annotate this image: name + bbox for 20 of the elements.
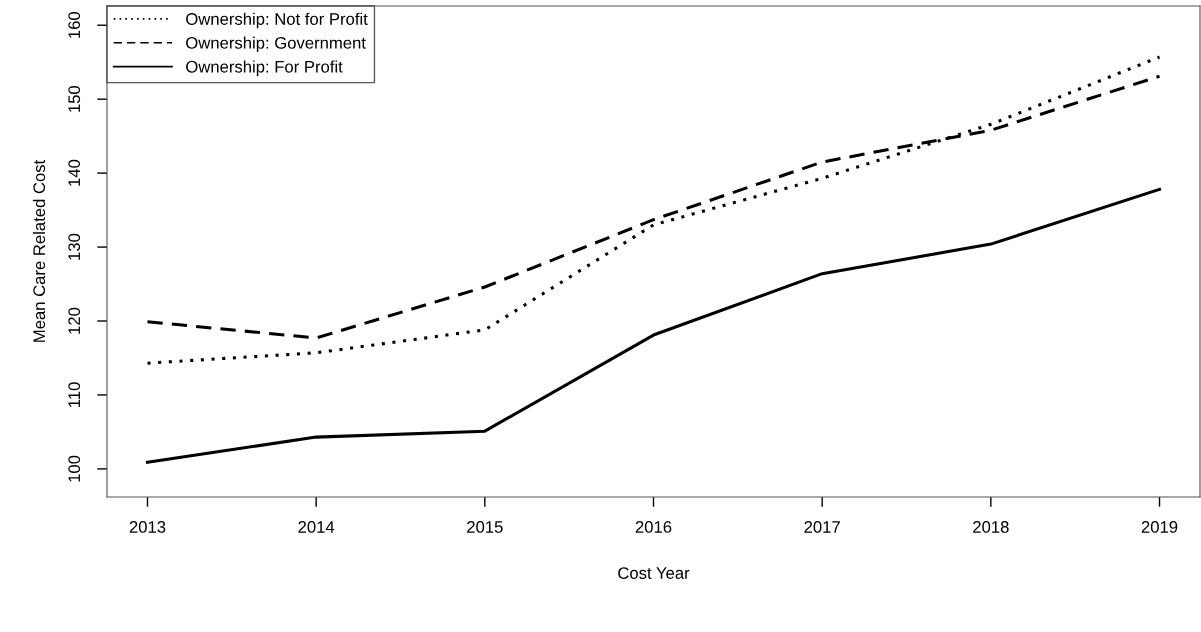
y-axis-title: Mean Care Related Cost — [32, 159, 46, 342]
x-tick-label: 2019 — [1141, 521, 1178, 533]
legend-label: Ownership: Government — [186, 36, 366, 53]
y-tick-label: 130 — [68, 233, 81, 260]
legend-label: Ownership: For Profit — [186, 60, 343, 76]
x-tick-label: 2016 — [635, 521, 672, 533]
y-tick-label: 110 — [68, 382, 81, 407]
x-tick-label: 2015 — [467, 521, 503, 533]
y-tick-label: 150 — [68, 85, 81, 112]
y-tick-label: 160 — [68, 11, 81, 38]
x-tick-label: 2014 — [298, 521, 335, 533]
y-tick-label: 120 — [68, 307, 81, 334]
x-tick-label: 2017 — [804, 521, 840, 533]
legend-label: Ownership: Not for Profit — [186, 12, 368, 29]
x-axis-title: Cost Year — [618, 567, 690, 579]
y-tick-label: 140 — [68, 159, 81, 186]
x-tick-label: 2018 — [973, 521, 1009, 533]
x-tick-label: 2013 — [129, 521, 166, 533]
y-tick-label: 100 — [68, 455, 81, 482]
line-series — [145, 187, 1162, 464]
